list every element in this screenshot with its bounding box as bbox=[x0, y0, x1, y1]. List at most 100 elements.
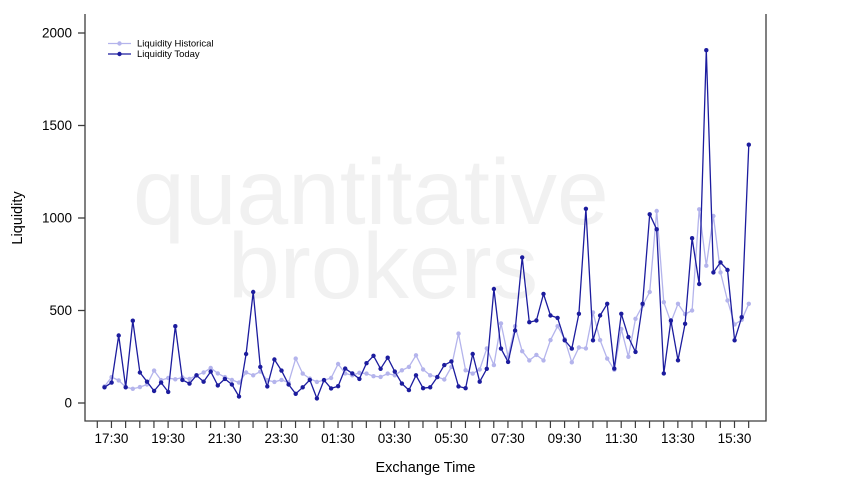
series-today-point bbox=[343, 366, 348, 371]
series-today-point bbox=[201, 379, 206, 384]
series-today-point bbox=[265, 384, 270, 389]
legend-label: Liquidity Today bbox=[137, 49, 200, 60]
x-tick-label: 09:30 bbox=[548, 431, 582, 446]
series-historical-point bbox=[597, 337, 603, 343]
series-today-point bbox=[243, 351, 249, 357]
series-today-point bbox=[314, 396, 320, 401]
series-today-point bbox=[293, 391, 298, 396]
series-historical-point bbox=[272, 379, 277, 385]
series-today-point bbox=[194, 373, 199, 378]
series-today-point bbox=[307, 377, 312, 383]
series-historical-point bbox=[541, 358, 546, 363]
series-today-point bbox=[215, 383, 220, 388]
series-today-line bbox=[104, 49, 750, 400]
series-today-point bbox=[251, 289, 256, 295]
y-axis-title: Liquidity bbox=[10, 191, 26, 245]
series-historical-point bbox=[456, 331, 461, 336]
series-today-point bbox=[166, 389, 171, 395]
series-historical-point bbox=[697, 207, 702, 212]
y-tick-label: 0 bbox=[64, 396, 72, 411]
series-historical-point bbox=[534, 352, 539, 358]
series-today-point bbox=[328, 386, 334, 391]
x-tick-label: 17:30 bbox=[95, 431, 129, 446]
series-today-point bbox=[640, 301, 645, 306]
series-today-point bbox=[590, 338, 596, 343]
series-today-point bbox=[661, 371, 666, 376]
series-historical-point bbox=[527, 358, 532, 363]
series-today-point bbox=[435, 374, 440, 380]
series-today-point bbox=[484, 366, 489, 371]
series-historical-point bbox=[130, 386, 135, 391]
series-today-point bbox=[477, 379, 482, 384]
x-tick-label: 07:30 bbox=[491, 431, 525, 446]
series-today-point bbox=[335, 384, 341, 389]
series-historical-point bbox=[236, 380, 242, 385]
series-today-point bbox=[505, 359, 511, 365]
series-today-point bbox=[491, 286, 497, 292]
series-today-point bbox=[272, 357, 277, 362]
series-today-point bbox=[732, 338, 737, 343]
series-historical-point bbox=[229, 377, 235, 383]
series-historical-point bbox=[201, 370, 206, 375]
watermark-line2: brokers bbox=[228, 214, 538, 318]
series-today-point bbox=[279, 368, 284, 373]
watermark-line1: quantitative bbox=[133, 140, 609, 244]
series-today-point bbox=[371, 353, 376, 358]
y-tick-label: 1000 bbox=[42, 211, 72, 226]
series-historical-point bbox=[470, 371, 475, 376]
series-historical-point bbox=[725, 298, 730, 303]
series-today-point bbox=[512, 328, 518, 333]
series-today-point bbox=[144, 379, 150, 384]
series-historical-point bbox=[555, 324, 560, 329]
series-historical-point bbox=[371, 374, 376, 379]
series-today-point bbox=[725, 267, 730, 273]
series-historical-point bbox=[399, 368, 405, 373]
series-today-point bbox=[711, 270, 716, 275]
series-today-point bbox=[364, 361, 369, 366]
x-tick-label: 11:30 bbox=[605, 431, 638, 446]
x-tick-label: 21:30 bbox=[208, 431, 242, 446]
series-today-point bbox=[357, 376, 362, 382]
series-today-point bbox=[109, 380, 114, 385]
series-today-point bbox=[463, 386, 468, 391]
series-today-point bbox=[137, 370, 143, 375]
series-today-point bbox=[654, 227, 659, 232]
series-historical-point bbox=[569, 360, 574, 365]
series-today-point bbox=[576, 311, 582, 316]
series-today-point bbox=[208, 369, 213, 374]
series-today-point bbox=[541, 291, 546, 297]
series-today-point bbox=[158, 380, 164, 385]
series-today-point bbox=[619, 311, 624, 316]
series-historical-point bbox=[661, 300, 666, 305]
series-today-point bbox=[187, 381, 192, 386]
series-historical-point bbox=[328, 375, 334, 381]
series-today-point bbox=[456, 384, 461, 389]
series-historical-point bbox=[605, 356, 610, 361]
series-today bbox=[102, 48, 751, 401]
series-historical-point bbox=[364, 371, 369, 376]
series-today-point bbox=[173, 324, 178, 329]
series-today-point bbox=[449, 359, 454, 364]
series-historical-point bbox=[413, 353, 419, 358]
series-historical-point bbox=[406, 364, 412, 370]
series-today-point bbox=[697, 281, 702, 287]
series-historical-point bbox=[583, 346, 589, 351]
series-historical-point bbox=[428, 373, 433, 378]
series-historical-point bbox=[442, 377, 447, 382]
series-today-point bbox=[350, 371, 355, 376]
series-today-point bbox=[385, 355, 390, 360]
series-historical-point bbox=[137, 384, 143, 390]
legend-marker bbox=[117, 51, 122, 57]
x-axis: 17:30 19:30 21:30 23:30 01:30 03:30 05:30 07:30… bbox=[95, 421, 751, 476]
series-historical-point bbox=[548, 337, 553, 343]
series-historical-point bbox=[633, 316, 638, 321]
series-today-point bbox=[534, 318, 539, 323]
series-today-point bbox=[151, 388, 157, 394]
series-historical-point bbox=[335, 361, 341, 367]
series-today-point bbox=[647, 212, 652, 217]
series-today-point bbox=[520, 255, 525, 260]
series-today-point bbox=[406, 387, 412, 393]
series-historical-point bbox=[675, 301, 681, 306]
series-today-point bbox=[392, 369, 397, 374]
